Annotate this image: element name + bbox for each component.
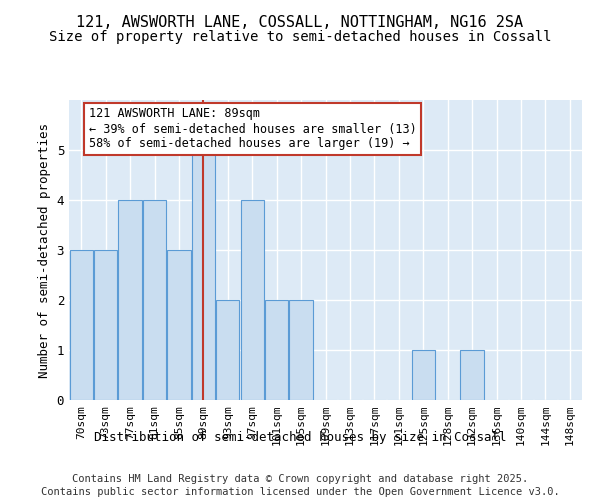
Bar <box>192 150 215 400</box>
Text: Contains public sector information licensed under the Open Government Licence v3: Contains public sector information licen… <box>41 487 559 497</box>
Bar <box>70 250 93 400</box>
Bar <box>216 300 239 400</box>
Text: Size of property relative to semi-detached houses in Cossall: Size of property relative to semi-detach… <box>49 30 551 44</box>
Bar <box>94 250 117 400</box>
Text: 121 AWSWORTH LANE: 89sqm
← 39% of semi-detached houses are smaller (13)
58% of s: 121 AWSWORTH LANE: 89sqm ← 39% of semi-d… <box>89 108 416 150</box>
Bar <box>118 200 142 400</box>
Bar <box>412 350 435 400</box>
Y-axis label: Number of semi-detached properties: Number of semi-detached properties <box>38 122 51 378</box>
Text: Distribution of semi-detached houses by size in Cossall: Distribution of semi-detached houses by … <box>94 431 506 444</box>
Text: Contains HM Land Registry data © Crown copyright and database right 2025.: Contains HM Land Registry data © Crown c… <box>72 474 528 484</box>
Bar <box>241 200 264 400</box>
Bar <box>460 350 484 400</box>
Text: 121, AWSWORTH LANE, COSSALL, NOTTINGHAM, NG16 2SA: 121, AWSWORTH LANE, COSSALL, NOTTINGHAM,… <box>76 15 524 30</box>
Bar <box>167 250 191 400</box>
Bar <box>265 300 288 400</box>
Bar <box>289 300 313 400</box>
Bar <box>143 200 166 400</box>
